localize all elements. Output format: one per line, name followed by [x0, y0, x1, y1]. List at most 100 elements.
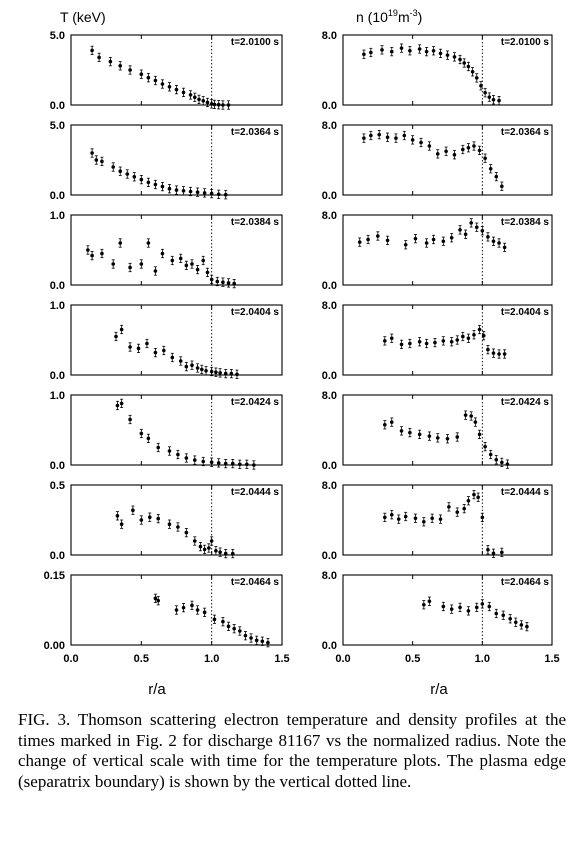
panel-frame [342, 214, 553, 286]
time-label: t=2.0384 s [501, 217, 550, 228]
data-point [153, 266, 158, 276]
data-point [216, 458, 221, 468]
data-point [139, 515, 144, 525]
data-point [419, 137, 423, 148]
data-point [413, 513, 418, 523]
data-point [424, 47, 429, 57]
data-point [125, 169, 130, 179]
data-point [174, 185, 179, 195]
data-point [505, 459, 510, 469]
panel-t-6: 0.5 0.0 t=2.0444 s [50, 480, 283, 562]
data-point [488, 164, 493, 174]
data-point [243, 631, 248, 641]
y-tick-label-bottom: 0.0 [322, 460, 337, 472]
data-point [162, 345, 166, 356]
data-point [466, 496, 471, 506]
data-point [201, 456, 206, 467]
data-point [181, 87, 186, 97]
data-point [223, 549, 228, 559]
data-point [403, 511, 408, 522]
data-point [94, 155, 99, 165]
data-point [376, 231, 380, 241]
right-axis-title: n (1019m-3) [356, 8, 422, 25]
data-point [500, 181, 504, 191]
data-point [128, 262, 132, 273]
panel-frame [70, 214, 283, 286]
data-point [458, 54, 462, 65]
data-point [491, 236, 496, 246]
data-point [500, 457, 504, 467]
time-label: t=2.0364 s [501, 127, 550, 138]
left-axis-title: T (keV) [60, 9, 106, 25]
data-point [160, 181, 165, 192]
data-point [252, 460, 256, 470]
data-point [146, 73, 151, 83]
data-point [480, 512, 485, 522]
panel-frame [70, 124, 283, 196]
data-point [176, 522, 180, 532]
y-tick-label-top: 8.0 [322, 300, 337, 312]
data-point [111, 259, 115, 269]
data-point [184, 528, 189, 538]
panel-frame [70, 394, 283, 466]
data-point [462, 58, 467, 68]
data-point [184, 453, 189, 463]
data-point [452, 52, 457, 62]
time-label: t=2.0100 s [501, 37, 550, 48]
data-point [221, 277, 225, 287]
data-point [463, 229, 468, 239]
data-point [408, 428, 412, 438]
data-point [483, 88, 487, 98]
y-tick-label-top: 5.0 [50, 120, 65, 132]
data-point [178, 253, 183, 264]
data-point [260, 636, 265, 646]
x-tick-label: 0.5 [405, 653, 420, 665]
data-point [90, 45, 94, 55]
data-point [487, 92, 492, 102]
data-point [383, 336, 387, 346]
panel-n-5: 8.0 0.0 t=2.0424 s [322, 390, 553, 472]
data-point [115, 400, 120, 411]
data-point [202, 544, 207, 554]
data-point [525, 622, 529, 632]
data-point [146, 177, 151, 188]
data-point [463, 410, 468, 420]
data-point [435, 433, 440, 443]
data-point [197, 94, 201, 104]
data-point [209, 457, 214, 467]
data-point [128, 342, 132, 352]
data-point [201, 96, 206, 106]
data-point [100, 156, 104, 167]
data-point [357, 237, 362, 247]
data-point [167, 446, 172, 456]
data-point [486, 345, 490, 355]
data-point [170, 255, 175, 266]
data-point [216, 100, 221, 110]
data-point [174, 605, 179, 615]
data-point [176, 449, 180, 460]
data-point [160, 248, 165, 259]
data-point [473, 417, 478, 427]
panel-frame [342, 484, 553, 556]
data-point [232, 278, 236, 289]
y-tick-label-top: 8.0 [322, 480, 337, 492]
data-point [431, 234, 436, 245]
data-point [494, 172, 499, 182]
data-point [377, 130, 382, 140]
data-point [139, 428, 144, 439]
data-point [160, 79, 165, 89]
data-point [369, 47, 373, 58]
panel-frame [342, 124, 553, 196]
data-point [369, 130, 373, 141]
panel-frame [342, 394, 553, 466]
data-point [209, 188, 214, 199]
data-point [230, 549, 235, 559]
data-point [455, 335, 460, 345]
y-tick-label-bottom: 0.0 [322, 280, 337, 292]
data-point [223, 458, 228, 469]
data-point [145, 338, 149, 349]
time-label: t=2.0404 s [501, 307, 550, 318]
data-point [455, 507, 460, 517]
data-point [424, 338, 429, 349]
y-tick-label-top: 8.0 [322, 210, 337, 222]
